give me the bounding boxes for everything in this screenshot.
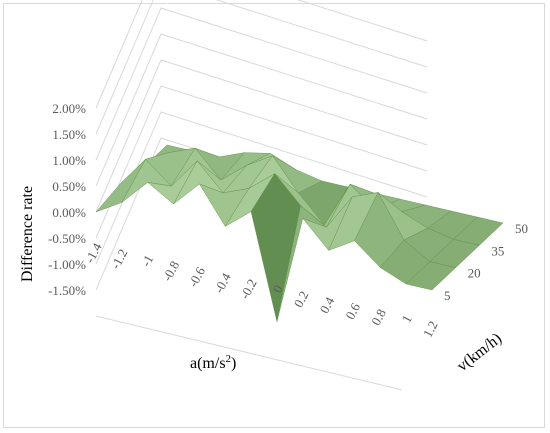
z-tick-label: -0.50% — [48, 231, 86, 246]
chart-gridlines — [95, 0, 428, 391]
x-tick-label: 0.8 — [368, 306, 389, 327]
z-gridline — [95, 59, 428, 213]
z-tick-label: 1.50% — [52, 127, 86, 142]
z-gridline — [95, 7, 428, 161]
y-axis-tick-labels: 5 20 35 50 — [444, 221, 528, 303]
x-tick-label: -1.2 — [108, 246, 131, 271]
z-gridline — [95, 33, 428, 187]
x-tick-label: -0.4 — [211, 270, 234, 296]
chart-surface — [95, 144, 504, 322]
x-axis-tick-labels: -1.4 -1.2 -1 -0.8 -0.6 -0.4 -0.2 0 0.2 0.4 0.6 0.8 1… — [82, 240, 441, 340]
z-axis-tick-labels: 2.00% 1.50% 1.00% 0.50% 0.00% -0.50% -1.00% -1.… — [48, 101, 86, 298]
z-tick-label: 2.00% — [52, 101, 86, 116]
surface-facet — [405, 261, 457, 291]
x-tick-label: -0.6 — [185, 264, 208, 290]
z-gridline — [95, 0, 428, 135]
y-axis-title: v(km/h) — [454, 330, 505, 375]
y-tick-label: 35 — [491, 243, 504, 258]
z-axis-title: Difference rate — [19, 186, 36, 282]
z-tick-label: 1.00% — [52, 153, 86, 168]
x-tick-label: 0.2 — [291, 288, 312, 309]
x-tick-label: 0.4 — [316, 294, 337, 316]
z-tick-label: 0.50% — [52, 179, 86, 194]
y-tick-label: 20 — [468, 266, 481, 281]
x-tick-label: 1 — [399, 312, 415, 325]
x-tick-label: -0.8 — [159, 258, 182, 283]
z-gridline — [95, 111, 428, 265]
z-tick-label: 0.00% — [52, 205, 86, 220]
x-tick-label: -0.2 — [237, 276, 260, 301]
z-tick-label: -1.50% — [48, 283, 86, 298]
z-gridline — [95, 0, 428, 109]
y-tick-label: 5 — [444, 288, 451, 303]
y-tick-label: 50 — [515, 221, 528, 236]
floor-edge — [95, 315, 403, 391]
x-tick-label: -1 — [138, 252, 156, 269]
z-tick-label: -1.00% — [48, 257, 86, 272]
x-tick-label: 0.6 — [342, 300, 363, 322]
x-tick-label: 1.2 — [420, 318, 441, 339]
x-axis-title: a(m/s2) — [190, 353, 236, 372]
